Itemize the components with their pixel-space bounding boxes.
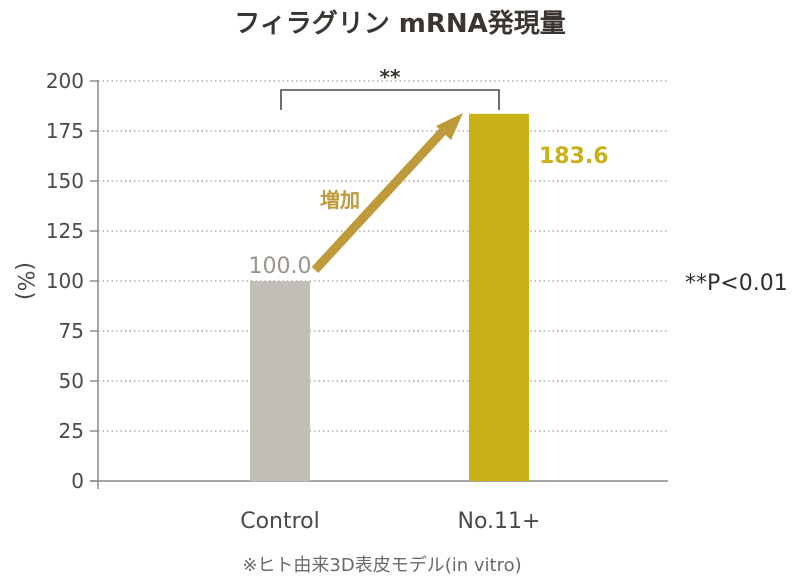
y-tick-label: 50 xyxy=(59,369,84,393)
y-tick-label: 100 xyxy=(46,269,84,293)
bar-no11plus xyxy=(469,113,529,482)
y-tick-label: 200 xyxy=(46,69,84,93)
footnote: ※ヒト由来3D表皮モデル(in vitro) xyxy=(242,555,521,576)
significance-marker: ** xyxy=(380,65,401,89)
growth-arrow-head xyxy=(436,113,463,140)
y-axis-ticks: 0 25 50 75 100 125 150 175 200 xyxy=(46,69,98,493)
data-label: 100.0 xyxy=(249,254,312,279)
y-tick-label: 125 xyxy=(46,219,84,243)
chart-title: フィラグリン mRNA発現量 xyxy=(234,9,566,39)
p-value-note: **P<0.01 xyxy=(685,271,788,296)
gridlines xyxy=(98,80,668,432)
x-category-label: Control xyxy=(240,509,320,534)
growth-arrow-label: 増加 xyxy=(320,188,360,212)
y-tick-label: 175 xyxy=(46,119,84,143)
growth-arrow xyxy=(311,113,463,274)
y-tick-label: 75 xyxy=(59,319,84,343)
bars: 100.0 Control 183.6 No.11+ xyxy=(240,113,609,534)
data-label: 183.6 xyxy=(539,144,609,169)
growth-arrow-shaft xyxy=(311,126,448,274)
x-category-label: No.11+ xyxy=(458,509,541,534)
y-tick-label: 25 xyxy=(59,419,84,443)
significance-bracket xyxy=(280,89,500,110)
bar-control xyxy=(250,281,310,481)
y-axis-label: (%) xyxy=(12,262,37,300)
y-tick-label: 150 xyxy=(46,169,84,193)
y-tick-label: 0 xyxy=(71,469,84,493)
